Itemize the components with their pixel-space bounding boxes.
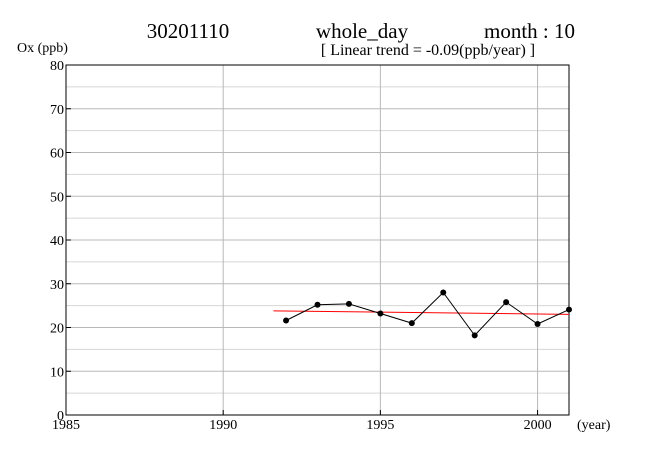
station-id: 30201110 [147, 19, 229, 43]
y-tick-label: 80 [50, 59, 64, 74]
y-tick-label: 20 [50, 322, 64, 337]
y-tick-label: 70 [50, 103, 64, 118]
trend-label: [ Linear trend = -0.09(ppb/year) ] [321, 42, 535, 59]
data-point [471, 332, 478, 339]
period-label: whole_day [316, 19, 409, 43]
x-tick-label: 1990 [209, 418, 237, 433]
data-point [314, 301, 321, 308]
y-tick-label: 40 [50, 234, 64, 249]
y-axis-title: Ox (ppb) [17, 41, 68, 56]
tick-labels: 0 10 20 30 40 50 60 70 80 1985 1990 1995 2000 [50, 59, 552, 433]
x-axis-title: (year) [577, 418, 611, 433]
y-tick-label: 30 [50, 278, 64, 293]
y-tick-label: 60 [50, 147, 64, 162]
series-line [285, 291, 570, 337]
axis-layer [65, 64, 570, 416]
x-tick-label: 1995 [366, 418, 394, 433]
data-point [534, 321, 541, 327]
data-point [345, 300, 352, 307]
trend-layer [273, 310, 570, 315]
data-point [283, 317, 290, 324]
data-point [503, 299, 510, 306]
y-tick-label: 50 [50, 190, 64, 205]
data-point [408, 320, 415, 327]
y-tick-label: 0 [57, 409, 64, 424]
grid-layer [66, 65, 569, 415]
x-tick-label: 2000 [524, 418, 552, 433]
trend-line [273, 310, 570, 315]
y-tick-label: 10 [50, 365, 64, 380]
x-tick-label: 1985 [52, 418, 80, 433]
series-layer [283, 289, 572, 339]
data-point [566, 306, 572, 313]
data-point [440, 289, 447, 296]
data-point [377, 310, 384, 317]
month-label: month : 10 [484, 19, 575, 43]
